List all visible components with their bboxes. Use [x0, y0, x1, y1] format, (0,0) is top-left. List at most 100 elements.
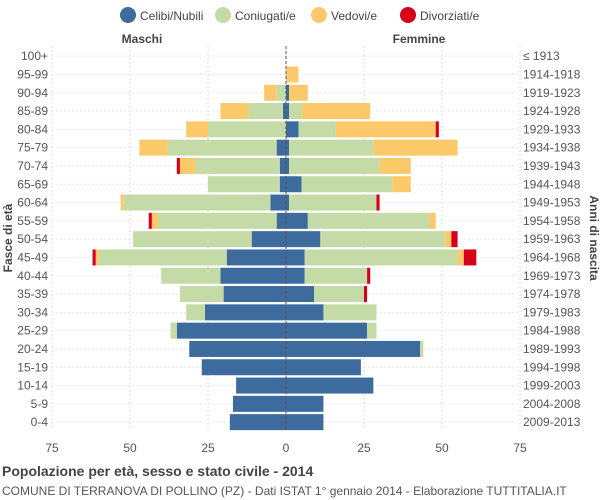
female-bar-celibi — [286, 157, 290, 174]
female-bar-coniugati — [307, 212, 430, 229]
chart-title: Popolazione per età, sesso e stato civil… — [2, 463, 314, 479]
female-bar-vedovi — [286, 66, 299, 83]
male-bar-vedovi — [151, 212, 159, 229]
birth-year-label: 1959-1963 — [523, 232, 581, 246]
female-bar-vedovi — [289, 84, 308, 101]
age-group-label: 100+ — [21, 49, 48, 63]
male-bar-coniugati — [208, 176, 280, 193]
female-bar-divorziati — [451, 231, 458, 248]
female-bar-celibi — [286, 395, 324, 412]
female-bar-coniugati — [289, 139, 374, 156]
age-group-label: 90-94 — [17, 86, 48, 100]
male-bar-coniugati — [158, 212, 277, 229]
age-group-label: 75-79 — [17, 141, 48, 155]
female-bar-celibi — [286, 121, 299, 138]
female-bar-coniugati — [298, 121, 336, 138]
female-bar-vedovi — [301, 103, 371, 120]
age-group-label: 10-14 — [17, 379, 48, 393]
legend-marker-coniugati — [215, 7, 231, 23]
female-bar-coniugati — [289, 157, 380, 174]
birth-year-label: 1999-2003 — [523, 379, 581, 393]
male-bar-celibi — [223, 286, 286, 303]
male-bar-celibi — [189, 340, 286, 357]
female-bar-coniugati — [320, 231, 446, 248]
birth-year-label: 1994-1998 — [523, 360, 581, 374]
female-bar-vedovi — [429, 212, 436, 229]
female-bar-celibi — [286, 286, 315, 303]
age-group-label: 30-34 — [17, 305, 48, 319]
female-bar-celibi — [286, 267, 305, 284]
birth-year-label: 1944-1948 — [523, 177, 581, 191]
male-bar-divorziati — [176, 157, 180, 174]
age-group-label: 70-74 — [17, 159, 48, 173]
female-bar-celibi — [286, 322, 368, 339]
female-bar-coniugati — [367, 322, 377, 339]
birth-year-label: 1939-1943 — [523, 159, 581, 173]
female-bar-divorziati — [435, 121, 439, 138]
female-bar-divorziati — [367, 267, 371, 284]
age-group-label: 60-64 — [17, 196, 48, 210]
age-group-label: 0-4 — [31, 415, 49, 429]
male-bar-celibi — [176, 322, 286, 339]
male-bar-vedovi — [220, 103, 249, 120]
male-bar-divorziati — [92, 249, 96, 266]
female-bar-celibi — [286, 414, 324, 431]
female-bar-vedovi — [335, 121, 436, 138]
birth-year-label: 1924-1928 — [523, 104, 581, 118]
legend-label-coniugati: Coniugati/e — [235, 9, 296, 23]
x-tick-label: 50 — [435, 441, 449, 455]
legend-marker-celibi — [120, 7, 136, 23]
birth-year-label: ≤ 1913 — [523, 49, 560, 63]
y-axis-title-right: Anni di nascita — [587, 195, 600, 281]
male-bar-celibi — [226, 249, 286, 266]
legend-marker-divorziati — [400, 7, 416, 23]
female-bar-divorziati — [364, 286, 368, 303]
x-tick-label: 75 — [45, 441, 59, 455]
female-bar-coniugati — [304, 249, 458, 266]
male-bar-vedovi — [95, 249, 99, 266]
birth-year-label: 1979-1983 — [523, 305, 581, 319]
male-bar-coniugati — [123, 194, 271, 211]
females-header: Femmine — [393, 32, 446, 46]
male-bar-celibi — [204, 304, 286, 321]
male-bar-coniugati — [98, 249, 227, 266]
age-group-label: 85-89 — [17, 104, 48, 118]
male-bar-coniugati — [179, 286, 224, 303]
female-bar-vedovi — [379, 157, 411, 174]
male-bar-celibi — [270, 194, 286, 211]
female-bar-celibi — [286, 231, 321, 248]
birth-year-label: 1974-1978 — [523, 287, 581, 301]
population-pyramid-chart: 75 50 25 0 25 50 75 100+ ≤ 1913 95-99 1914-1918 90-… — [1, 7, 600, 455]
birth-year-label: 2009-2013 — [523, 415, 581, 429]
birth-year-label: 1954-1958 — [523, 214, 581, 228]
legend-label-vedovi: Vedovi/e — [331, 9, 377, 23]
male-bar-celibi — [279, 157, 286, 174]
y-axis-title-left: Fasce di età — [1, 203, 15, 272]
female-bar-celibi — [286, 249, 305, 266]
x-tick-label: 25 — [357, 441, 371, 455]
male-bar-celibi — [201, 359, 286, 376]
male-bar-coniugati — [248, 103, 283, 120]
birth-year-label: 1929-1933 — [523, 122, 581, 136]
female-bar-vedovi — [373, 139, 458, 156]
birth-year-label: 1984-1988 — [523, 324, 581, 338]
birth-year-label: 1969-1973 — [523, 269, 581, 283]
male-bar-coniugati — [170, 322, 177, 339]
male-bar-celibi — [220, 267, 286, 284]
male-bar-coniugati — [208, 121, 286, 138]
male-bar-celibi — [232, 395, 286, 412]
female-bar-celibi — [286, 84, 290, 101]
male-bar-vedovi — [139, 139, 168, 156]
age-group-label: 15-19 — [17, 360, 48, 374]
male-bar-coniugati — [167, 139, 277, 156]
female-bar-celibi — [286, 340, 421, 357]
age-group-label: 20-24 — [17, 342, 48, 356]
female-bar-celibi — [286, 212, 308, 229]
female-bar-celibi — [286, 304, 324, 321]
female-bar-celibi — [286, 194, 290, 211]
legend-label-celibi: Celibi/Nubili — [140, 9, 203, 23]
female-bar-celibi — [286, 359, 361, 376]
legend-marker-vedovi — [311, 7, 327, 23]
female-bar-coniugati — [289, 194, 377, 211]
male-bar-celibi — [251, 231, 286, 248]
